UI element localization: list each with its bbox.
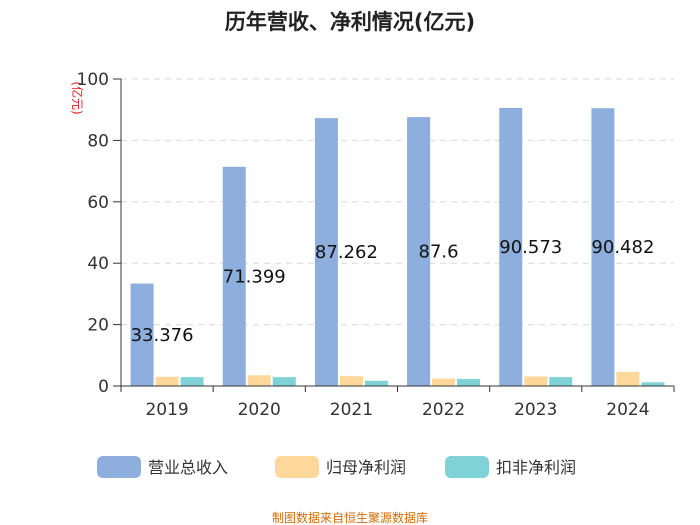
bar-营业总收入-2020 [222,166,246,386]
value-label: 90.482 [591,237,654,258]
x-tick-label: 2024 [606,400,649,420]
y-tick-label: 60 [87,193,109,213]
legend[interactable]: 营业总收入 归母净利润 扣非净利润 [97,456,576,478]
bar-营业总收入-2021 [314,118,338,387]
legend-swatch-扣非净利润[interactable] [445,456,489,478]
bar-营业总收入-2019 [130,283,154,386]
value-label: 71.399 [223,266,286,287]
bar-营业总收入-2022 [407,117,431,387]
value-label: 87.6 [419,242,459,263]
legend-label[interactable]: 营业总收入 [148,458,228,477]
legend-label[interactable]: 归母净利润 [326,458,406,477]
y-tick-label: 0 [98,377,109,397]
bar-营业总收入-2023 [499,107,523,386]
value-label: 87.262 [315,242,378,263]
chart-title: 历年营收、净利情况(亿元) [225,10,475,34]
x-tick-label: 2023 [514,400,557,420]
source-footer: 制图数据来自恒生聚源数据库 [272,510,428,525]
bar-扣非净利润-2019 [180,377,204,386]
y-tick-label: 80 [87,131,109,151]
bar-扣非净利润-2024 [641,382,665,386]
bar-归母净利润-2022 [432,378,456,386]
value-label: 33.376 [131,325,194,346]
gridlines [121,78,674,326]
value-label: 90.573 [499,237,562,258]
y-axis: 0 20 40 60 80 100 [77,70,122,397]
x-tick-label: 2019 [145,400,188,420]
bar-归母净利润-2024 [616,371,640,386]
bar-归母净利润-2021 [339,376,363,386]
bar-扣非净利润-2021 [364,380,388,386]
x-axis: 2019 2020 2021 2022 2023 2024 [120,385,675,420]
value-labels: 33.376 71.399 87.262 87.6 90.573 90.482 [131,237,655,346]
legend-swatch-营业总收入[interactable] [97,456,141,478]
bar-归母净利润-2023 [524,376,548,386]
bar-扣非净利润-2020 [272,377,296,386]
bar-归母净利润-2019 [155,376,179,386]
y-tick-label: 40 [87,254,109,274]
bar-扣非净利润-2023 [549,377,573,386]
x-tick-label: 2021 [330,400,373,420]
x-tick-label: 2022 [422,400,465,420]
legend-label[interactable]: 扣非净利润 [496,458,576,477]
bar-营业总收入-2024 [591,108,615,386]
bar-归母净利润-2020 [247,375,271,386]
y-tick-label: 100 [77,70,109,90]
y-tick-label: 20 [87,316,109,336]
legend-swatch-归母净利润[interactable] [275,456,319,478]
bars [130,107,665,387]
y-axis-unit-label: (亿元) [70,81,85,114]
bar-扣非净利润-2022 [457,378,481,386]
x-tick-label: 2020 [238,400,281,420]
